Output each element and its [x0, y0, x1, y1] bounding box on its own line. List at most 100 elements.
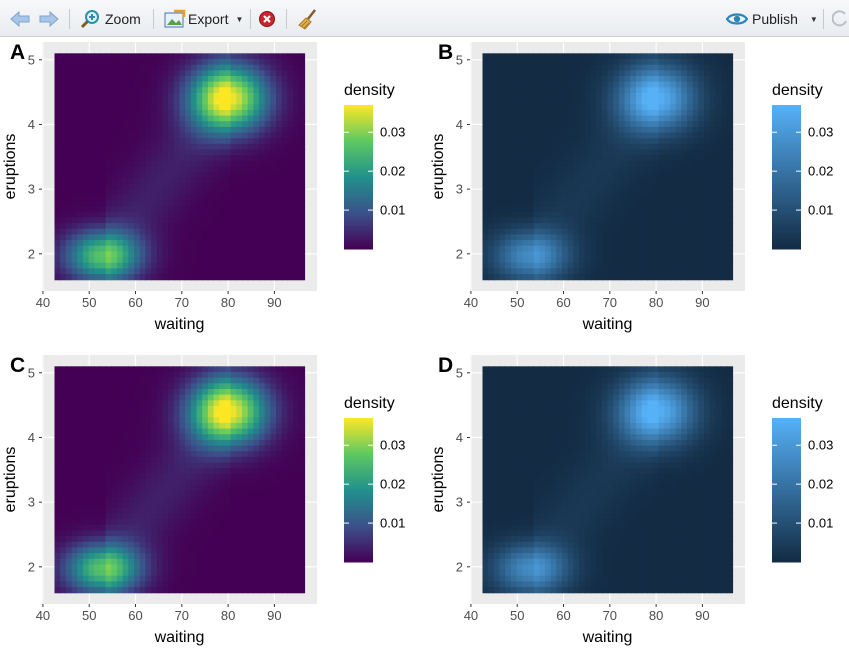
density-tile — [630, 58, 637, 66]
density-tile — [259, 115, 266, 122]
density-tile — [117, 166, 124, 173]
density-tile — [298, 104, 306, 111]
density-tile — [562, 64, 569, 71]
density-tile — [493, 98, 501, 105]
density-tile — [482, 149, 489, 156]
density-tile — [168, 524, 175, 532]
density-tile — [60, 126, 67, 134]
density-tile — [65, 405, 73, 413]
refresh-button[interactable] — [832, 8, 848, 30]
density-tile — [652, 228, 660, 236]
density-tile — [527, 206, 535, 213]
density-tile — [99, 547, 107, 554]
density-tile — [715, 189, 722, 196]
density-tile — [156, 422, 164, 430]
back-arrow-icon[interactable] — [9, 8, 31, 30]
density-tile — [527, 70, 535, 77]
publish-button[interactable]: Publish ▼ — [726, 8, 818, 30]
density-tile — [652, 81, 660, 88]
density-tile — [516, 245, 523, 252]
density-tile — [281, 194, 289, 202]
density-tile — [505, 104, 512, 111]
density-tile — [493, 251, 501, 258]
density-tile — [82, 377, 90, 384]
density-tile — [253, 155, 260, 162]
density-tile — [71, 126, 78, 134]
density-tile — [579, 121, 586, 128]
density-tile — [687, 53, 694, 60]
density-tile — [207, 366, 215, 373]
density-tile — [264, 194, 272, 202]
legend-tick-label: 0.02 — [808, 164, 833, 179]
forward-arrow-icon[interactable] — [38, 8, 60, 30]
density-tile — [196, 200, 203, 207]
density-tile — [105, 268, 112, 275]
density-tile — [151, 189, 158, 196]
density-tile — [704, 206, 711, 213]
density-tile — [134, 189, 141, 196]
density-tile — [247, 183, 254, 190]
density-tile — [128, 496, 135, 503]
density-tile — [253, 104, 260, 111]
density-tile — [151, 530, 158, 537]
density-tile — [122, 104, 129, 111]
density-tile — [658, 240, 665, 247]
density-tile — [281, 115, 289, 122]
density-tile — [145, 439, 152, 447]
density-tile — [207, 143, 215, 151]
density-tile — [94, 75, 101, 83]
density-tile — [630, 172, 637, 179]
density-tile — [213, 58, 220, 66]
density-tile — [647, 257, 654, 264]
export-button[interactable]: Export ▼ — [164, 8, 243, 30]
density-tile — [128, 251, 135, 258]
density-tile — [219, 104, 226, 111]
density-tile — [202, 149, 209, 156]
density-tile — [60, 132, 67, 139]
density-tile — [82, 422, 90, 430]
density-tile — [539, 104, 546, 111]
density-tile — [128, 234, 135, 241]
density-tile — [60, 564, 67, 571]
density-tile — [82, 558, 90, 565]
density-tile — [584, 98, 592, 105]
density-tile — [510, 217, 518, 224]
density-tile — [190, 126, 198, 134]
density-tile — [88, 581, 95, 588]
density-tile — [207, 166, 215, 173]
density-tile — [139, 126, 147, 134]
density-tile — [207, 58, 215, 66]
density-tile — [94, 223, 101, 230]
density-tile — [71, 98, 78, 105]
density-tile — [219, 274, 226, 281]
density-tile — [482, 87, 489, 94]
density-tile — [156, 206, 164, 213]
density-tile — [692, 206, 700, 213]
zoom-button[interactable]: Zoom — [80, 8, 141, 30]
density-tile — [190, 257, 198, 264]
density-tile — [624, 262, 631, 269]
density-tile — [128, 524, 135, 532]
density-tile — [522, 109, 529, 117]
density-tile — [168, 189, 175, 196]
density-tile — [128, 479, 135, 486]
density-tile — [270, 257, 277, 264]
density-tile — [122, 473, 129, 481]
density-tile — [139, 575, 147, 582]
density-tile — [488, 257, 495, 264]
density-tile — [573, 172, 580, 179]
density-tile — [499, 245, 506, 252]
density-tile — [117, 519, 124, 526]
density-tile — [60, 58, 67, 66]
density-tile — [230, 121, 237, 128]
density-tile — [567, 104, 575, 111]
density-tile — [618, 87, 626, 94]
density-tile — [151, 138, 158, 145]
remove-plot-button[interactable] — [258, 8, 276, 30]
density-tile — [134, 524, 141, 532]
density-tile — [134, 570, 141, 577]
density-tile — [77, 53, 84, 60]
clear-plots-button[interactable] — [297, 8, 319, 30]
density-tile — [658, 160, 665, 168]
density-tile — [618, 115, 626, 122]
